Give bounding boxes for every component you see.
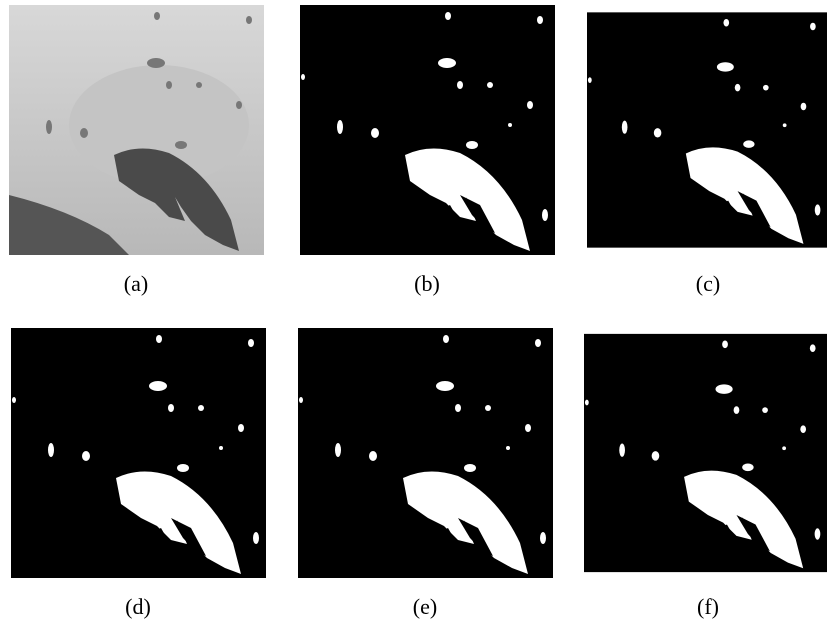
caption: (e): [413, 594, 437, 619]
caption: (f): [697, 594, 719, 619]
caption: (a): [124, 271, 148, 296]
panel-d: [11, 328, 266, 578]
panel-a: [9, 5, 264, 255]
panel-c: [587, 12, 827, 247]
panel-e: [298, 328, 553, 578]
panel-b: [300, 5, 555, 255]
page: (a) (b) (c) (d) (e) (f) (() => { const d…: [0, 0, 827, 627]
figure: (a) (b) (c) (d) (e) (f): [0, 0, 827, 627]
caption: (c): [696, 271, 720, 296]
caption: (b): [414, 271, 440, 296]
panel-f: [584, 334, 827, 572]
caption: (d): [125, 594, 151, 619]
